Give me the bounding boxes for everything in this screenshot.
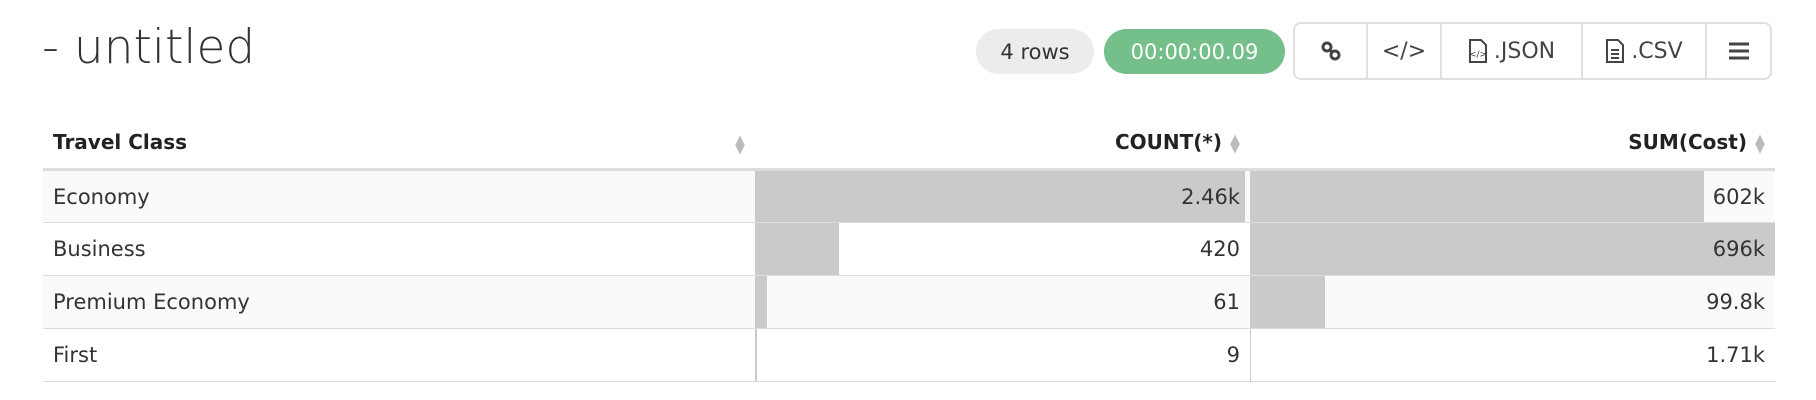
sum-bar xyxy=(1250,276,1326,328)
cell-count: 61 xyxy=(755,275,1250,329)
table-row: Economy 2.46k 602k xyxy=(43,169,1775,223)
cell-travel-class: Business xyxy=(43,222,755,276)
sort-icon[interactable]: ▲ ▼ xyxy=(1230,131,1240,156)
results-table: Travel Class ▲ ▼ COUNT(*) ▲ ▼ SUM(Cost) ▲ ▼ Ec… xyxy=(43,116,1775,382)
cell-count: 420 xyxy=(755,222,1250,276)
export-json-button[interactable]: </> .JSON xyxy=(1442,24,1583,78)
cell-travel-class: First xyxy=(43,328,755,382)
csv-file-icon xyxy=(1606,39,1625,63)
page-title: - untitled xyxy=(42,20,256,75)
cell-count: 9 xyxy=(755,328,1250,382)
toolbar: </> </> .JSON .CSV xyxy=(1293,22,1772,80)
sum-bar xyxy=(1250,171,1705,222)
table-row: Business 420 696k xyxy=(43,222,1775,276)
cell-sum-cost: 1.71k xyxy=(1250,328,1775,382)
code-icon: </> xyxy=(1381,38,1427,64)
column-header-travel-class[interactable]: Travel Class ▲ ▼ xyxy=(43,116,755,171)
cell-sum-cost: 696k xyxy=(1250,222,1775,276)
count-bar xyxy=(755,276,768,328)
row-count-badge: 4 rows xyxy=(976,29,1094,74)
copy-link-button[interactable] xyxy=(1295,24,1368,78)
column-header-sum-cost[interactable]: SUM(Cost) ▲ ▼ xyxy=(1250,116,1775,171)
count-bar xyxy=(755,223,839,275)
cell-travel-class: Premium Economy xyxy=(43,275,755,329)
cell-count: 2.46k xyxy=(755,169,1250,223)
count-bar xyxy=(755,171,1246,222)
cell-travel-class: Economy xyxy=(43,169,755,223)
sum-bar xyxy=(1250,223,1775,275)
export-csv-button[interactable]: .CSV xyxy=(1583,24,1707,78)
json-file-icon: </> xyxy=(1469,39,1487,63)
hamburger-menu-icon xyxy=(1728,42,1749,60)
sort-icon[interactable]: ▲ ▼ xyxy=(1755,131,1765,156)
table-row: Premium Economy 61 99.8k xyxy=(43,275,1775,329)
link-icon xyxy=(1321,41,1340,61)
count-bar xyxy=(755,329,757,381)
sum-bar xyxy=(1250,329,1252,381)
cell-sum-cost: 99.8k xyxy=(1250,275,1775,329)
cell-sum-cost: 602k xyxy=(1250,169,1775,223)
elapsed-time-badge: 00:00:00.09 xyxy=(1104,29,1285,74)
sort-icon[interactable]: ▲ ▼ xyxy=(735,133,745,157)
menu-button[interactable] xyxy=(1707,24,1770,78)
table-row: First 9 1.71k xyxy=(43,328,1775,382)
embed-code-button[interactable]: </> xyxy=(1368,24,1442,78)
svg-text:</>: </> xyxy=(1469,50,1487,60)
column-header-count[interactable]: COUNT(*) ▲ ▼ xyxy=(755,116,1250,171)
